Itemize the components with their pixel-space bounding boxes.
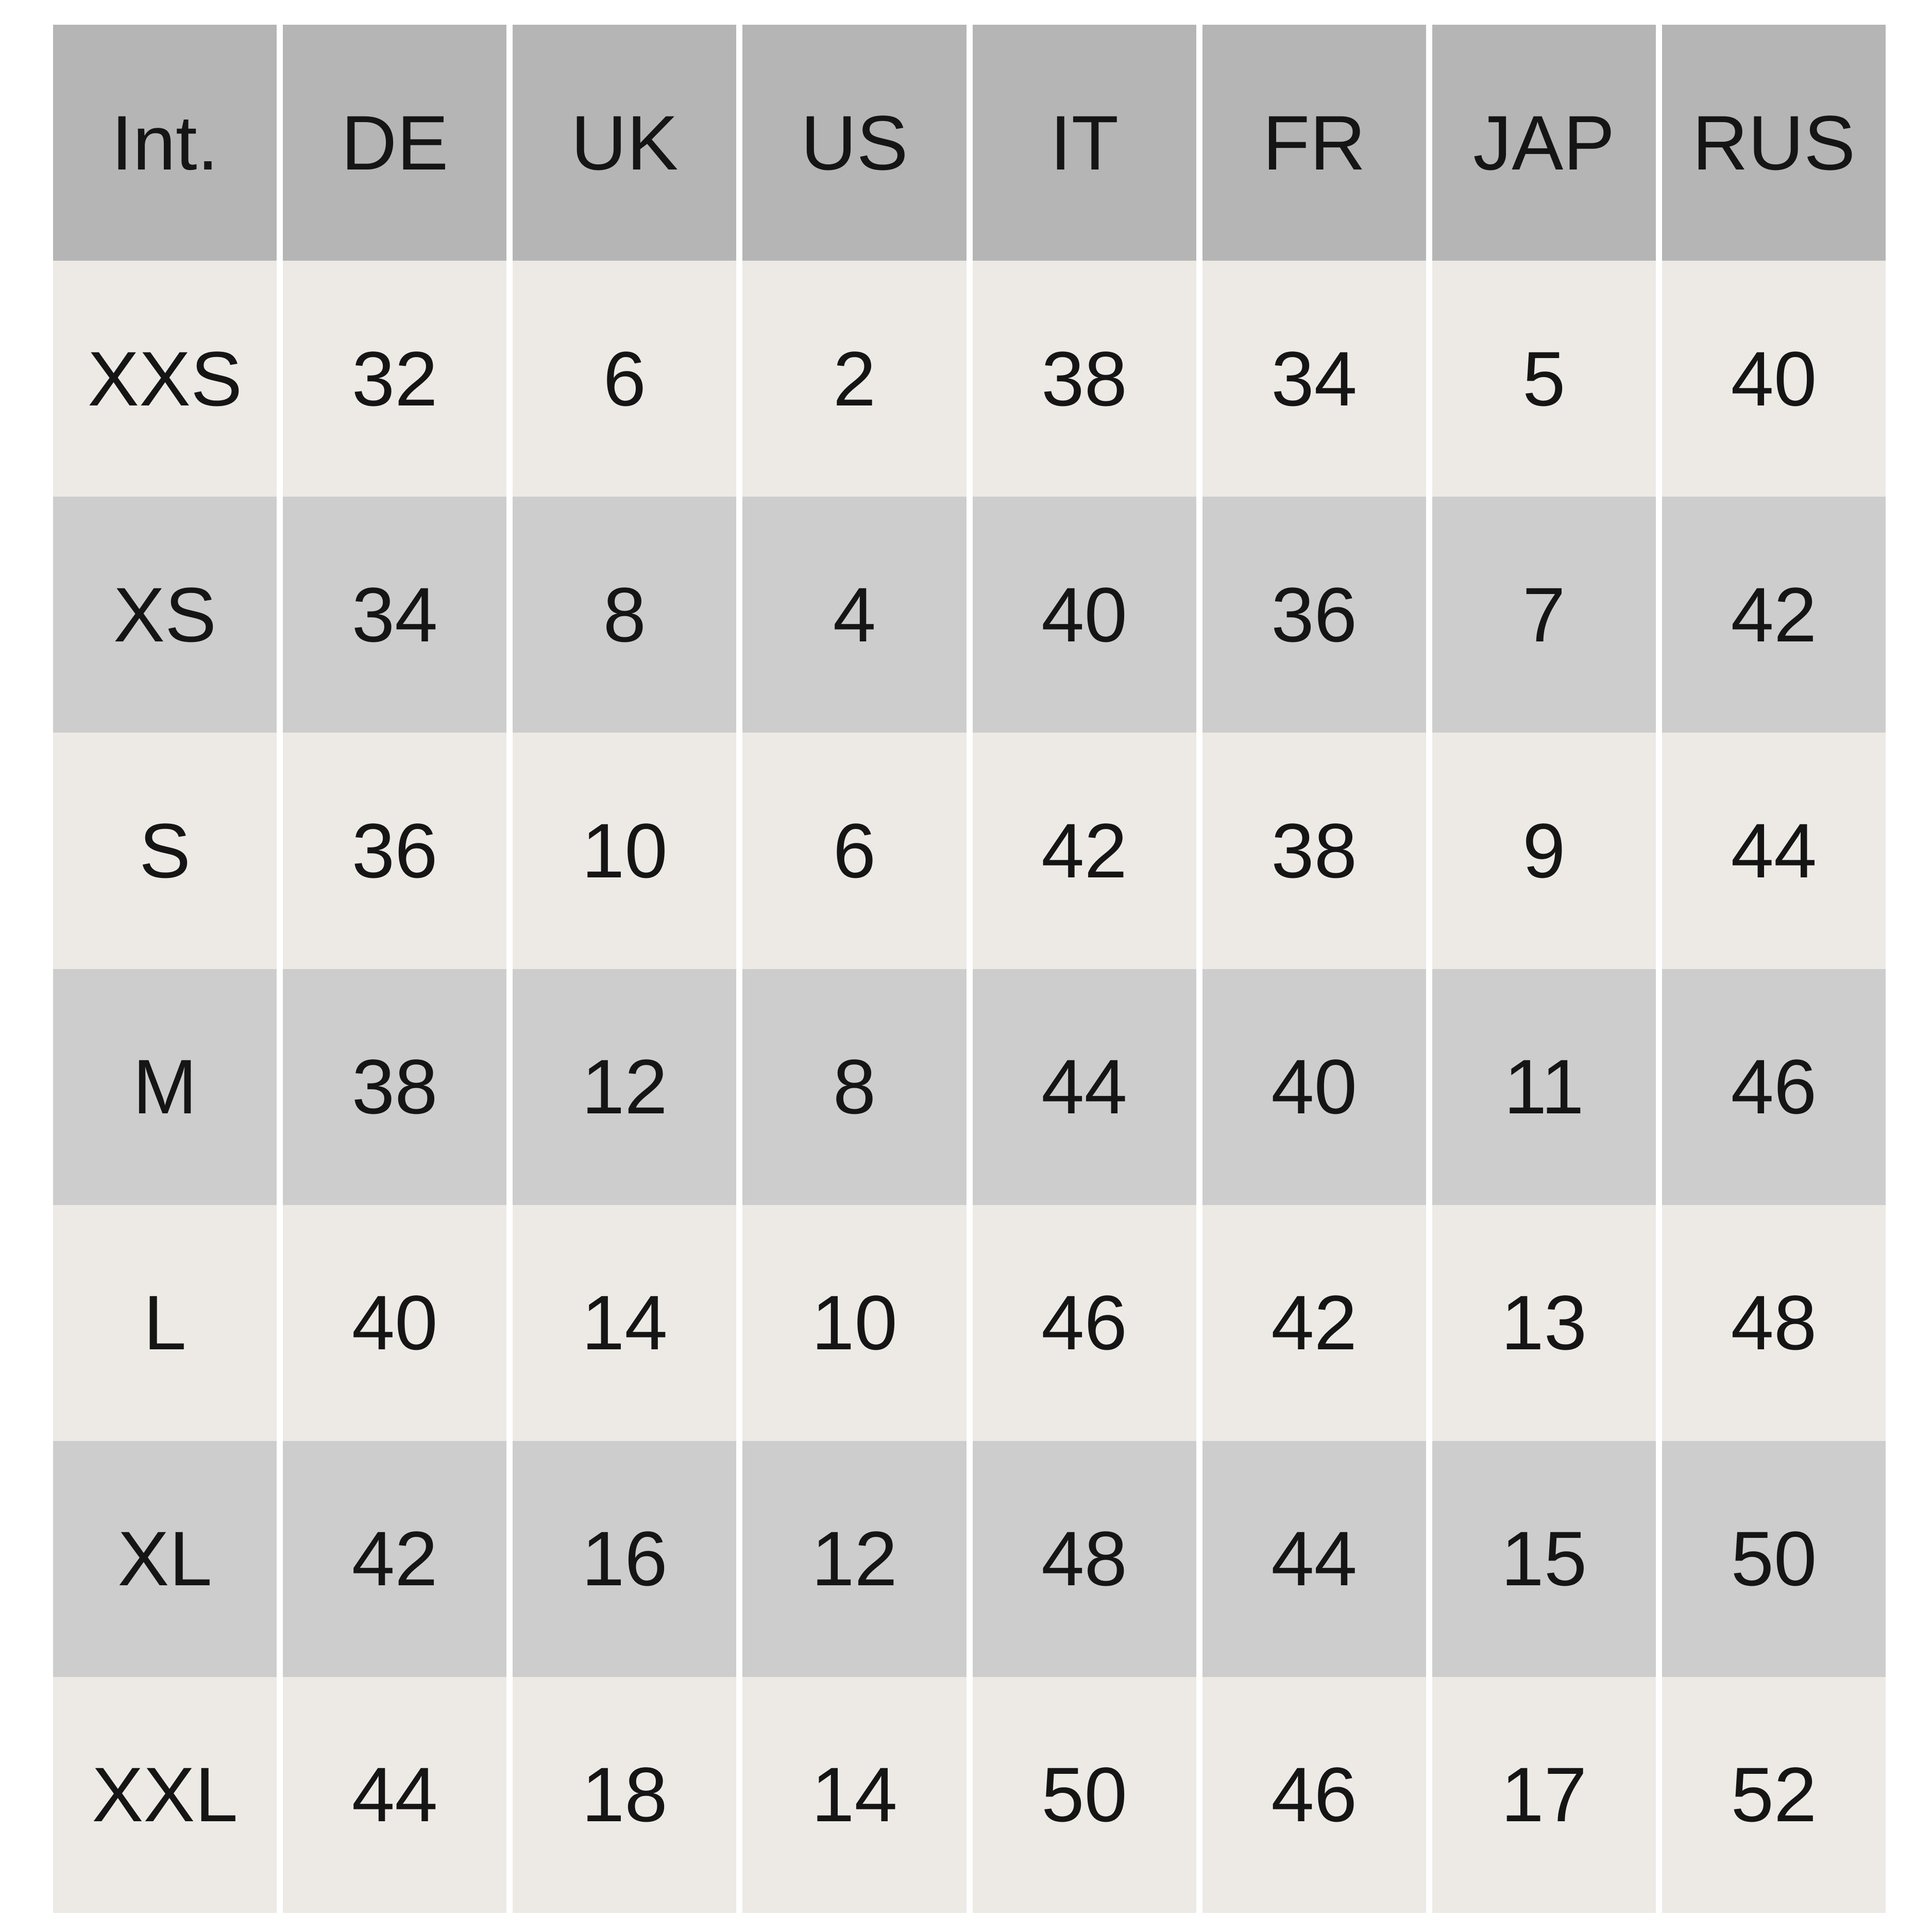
header-cell: JAP [1432, 25, 1656, 261]
table-cell: 42 [972, 733, 1196, 969]
table-cell: 36 [1202, 497, 1426, 733]
table-cell: 6 [513, 261, 737, 497]
header-cell: IT [972, 25, 1196, 261]
table-cell: 17 [1432, 1676, 1656, 1913]
header-cell: FR [1202, 25, 1426, 261]
table-cell: 42 [1662, 497, 1886, 733]
header-cell: UK [513, 25, 737, 261]
row-label: L [53, 1205, 277, 1441]
table-cell: 40 [972, 497, 1196, 733]
row-label: XXS [53, 261, 277, 497]
table-cell: 50 [1662, 1440, 1886, 1677]
table-cell: 8 [742, 969, 967, 1205]
table-cell: 5 [1432, 261, 1656, 497]
table-cell: 10 [513, 733, 737, 969]
table-cell: 42 [283, 1440, 507, 1677]
row-label: S [53, 733, 277, 969]
table-cell: 38 [1202, 733, 1426, 969]
header-cell: US [742, 25, 967, 261]
header-cell: RUS [1662, 25, 1886, 261]
table-cell: 44 [1662, 733, 1886, 969]
table-cell: 52 [1662, 1676, 1886, 1913]
row-label: XXL [53, 1676, 277, 1913]
table-cell: 6 [742, 733, 967, 969]
table-cell: 8 [513, 497, 737, 733]
table-cell: 4 [742, 497, 967, 733]
table-cell: 40 [283, 1205, 507, 1441]
table-cell: 18 [513, 1676, 737, 1913]
table-cell: 9 [1432, 733, 1656, 969]
table-cell: 10 [742, 1205, 967, 1441]
table-cell: 44 [283, 1676, 507, 1913]
table-cell: 7 [1432, 497, 1656, 733]
table-cell: 46 [972, 1205, 1196, 1441]
row-label: XL [53, 1440, 277, 1677]
table-cell: 32 [283, 261, 507, 497]
table-cell: 38 [283, 969, 507, 1205]
row-label: XS [53, 497, 277, 733]
table-cell: 40 [1202, 969, 1426, 1205]
table-cell: 15 [1432, 1440, 1656, 1677]
table-cell: 34 [283, 497, 507, 733]
table-cell: 14 [742, 1676, 967, 1913]
table-cell: 34 [1202, 261, 1426, 497]
table-cell: 44 [972, 969, 1196, 1205]
table-cell: 11 [1432, 969, 1656, 1205]
table-cell: 46 [1202, 1676, 1426, 1913]
row-label: M [53, 969, 277, 1205]
table-cell: 13 [1432, 1205, 1656, 1441]
table-cell: 12 [513, 969, 737, 1205]
size-table: Int. DE UK US IT FR JAP RUS XXS 32 6 2 38 34 5 40 XS 34 8 4… [53, 25, 1886, 1913]
header-cell: Int. [53, 25, 277, 261]
table-cell: 2 [742, 261, 967, 497]
table-cell: 12 [742, 1440, 967, 1677]
table-cell: 16 [513, 1440, 737, 1677]
table-cell: 44 [1202, 1440, 1426, 1677]
table-cell: 38 [972, 261, 1196, 497]
table-cell: 42 [1202, 1205, 1426, 1441]
table-cell: 14 [513, 1205, 737, 1441]
table-cell: 40 [1662, 261, 1886, 497]
table-cell: 50 [972, 1676, 1196, 1913]
header-cell: DE [283, 25, 507, 261]
table-cell: 46 [1662, 969, 1886, 1205]
table-cell: 48 [972, 1440, 1196, 1677]
table-cell: 36 [283, 733, 507, 969]
table-cell: 48 [1662, 1205, 1886, 1441]
